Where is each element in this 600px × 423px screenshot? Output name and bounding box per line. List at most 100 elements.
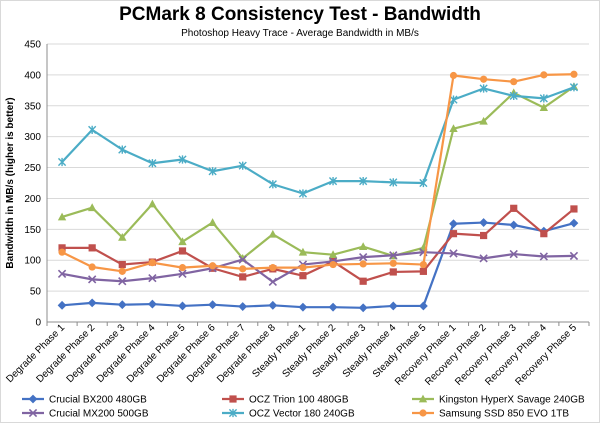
data-point-crucial-mx200-500gb bbox=[449, 249, 458, 258]
data-point-samsung-ssd-850-evo-1tb bbox=[570, 70, 578, 78]
data-point-crucial-mx200-500gb bbox=[118, 277, 127, 286]
data-point-crucial-bx200-480gb bbox=[388, 301, 398, 311]
data-point-kingston-hyperx-savage-240gb bbox=[118, 232, 127, 241]
data-point-ocz-vector-180-240gb bbox=[118, 145, 127, 154]
data-point-crucial-mx200-500gb bbox=[359, 252, 368, 262]
legend-marker bbox=[28, 408, 38, 418]
chart-subtitle: Photoshop Heavy Trace - Average Bandwidt… bbox=[181, 28, 419, 39]
data-point-crucial-bx200-480gb bbox=[87, 298, 97, 308]
data-point-crucial-mx200-500gb bbox=[238, 255, 247, 264]
data-point-ocz-trion-100-480gb bbox=[88, 244, 96, 252]
data-point-ocz-vector-180-240gb bbox=[88, 125, 97, 134]
data-point-samsung-ssd-850-evo-1tb bbox=[419, 260, 427, 269]
legend-label-ocz-vector-180-240gb: OCZ Vector 180 240GB bbox=[249, 409, 355, 420]
data-point-ocz-vector-180-240gb bbox=[569, 83, 579, 92]
x-tick-label: Steady Phase 4 bbox=[341, 322, 399, 380]
data-point-ocz-vector-180-240gb bbox=[389, 178, 398, 187]
data-point-crucial-bx200-480gb bbox=[238, 302, 248, 311]
data-point-ocz-vector-180-240gb bbox=[359, 177, 368, 186]
data-point-ocz-vector-180-240gb bbox=[268, 180, 277, 189]
data-point-ocz-trion-100-480gb bbox=[359, 277, 367, 285]
data-point-ocz-vector-180-240gb bbox=[148, 159, 157, 168]
data-point-kingston-hyperx-savage-240gb bbox=[208, 218, 217, 226]
data-point-samsung-ssd-850-evo-1tb bbox=[58, 248, 66, 256]
data-point-samsung-ssd-850-evo-1tb bbox=[88, 263, 96, 271]
y-tick-label: 400 bbox=[24, 70, 41, 81]
x-tick-label: Steady Phase 2 bbox=[280, 322, 338, 380]
data-point-kingston-hyperx-savage-240gb bbox=[328, 250, 338, 259]
data-point-kingston-hyperx-savage-240gb bbox=[178, 237, 187, 246]
data-point-ocz-trion-100-480gb bbox=[419, 267, 427, 275]
data-point-kingston-hyperx-savage-240gb bbox=[268, 229, 278, 238]
data-point-ocz-vector-180-240gb bbox=[509, 91, 518, 100]
data-point-crucial-bx200-480gb bbox=[208, 300, 218, 310]
data-point-ocz-trion-100-480gb bbox=[58, 244, 66, 252]
data-point-ocz-vector-180-240gb bbox=[328, 177, 338, 186]
data-point-ocz-trion-100-480gb bbox=[239, 273, 247, 281]
data-point-crucial-bx200-480gb bbox=[479, 218, 489, 227]
data-point-kingston-hyperx-savage-240gb bbox=[539, 103, 549, 112]
legend-marker bbox=[419, 409, 427, 417]
chart-title: PCMark 8 Consistency Test - Bandwidth bbox=[119, 4, 481, 25]
legend-marker bbox=[28, 394, 38, 404]
data-point-crucial-bx200-480gb bbox=[268, 300, 278, 310]
data-point-kingston-hyperx-savage-240gb bbox=[87, 203, 97, 212]
data-point-ocz-trion-100-480gb bbox=[480, 231, 488, 240]
data-point-samsung-ssd-850-evo-1tb bbox=[178, 264, 187, 272]
data-point-samsung-ssd-850-evo-1tb bbox=[510, 78, 518, 86]
data-point-ocz-trion-100-480gb bbox=[449, 230, 458, 238]
data-point-samsung-ssd-850-evo-1tb bbox=[118, 267, 126, 275]
data-point-crucial-bx200-480gb bbox=[358, 303, 368, 313]
y-tick-label: 50 bbox=[30, 287, 42, 298]
data-point-crucial-bx200-480gb bbox=[147, 299, 157, 309]
data-point-samsung-ssd-850-evo-1tb bbox=[299, 264, 307, 272]
data-point-crucial-mx200-500gb bbox=[268, 277, 277, 287]
y-tick-label: 100 bbox=[24, 256, 41, 267]
data-point-samsung-ssd-850-evo-1tb bbox=[148, 259, 156, 267]
data-point-crucial-bx200-480gb bbox=[298, 302, 308, 312]
y-tick-label: 150 bbox=[24, 225, 41, 236]
data-point-crucial-bx200-480gb bbox=[509, 220, 519, 230]
data-point-samsung-ssd-850-evo-1tb bbox=[540, 71, 548, 79]
data-point-crucial-bx200-480gb bbox=[569, 218, 579, 228]
series-line-crucial-mx200-500gb bbox=[61, 251, 574, 283]
data-point-samsung-ssd-850-evo-1tb bbox=[359, 260, 367, 268]
y-tick-label: 250 bbox=[24, 163, 41, 174]
data-point-crucial-mx200-500gb bbox=[479, 254, 488, 263]
data-point-crucial-mx200-500gb bbox=[569, 251, 579, 261]
data-point-samsung-ssd-850-evo-1tb bbox=[329, 260, 337, 269]
series-line-ocz-trion-100-480gb bbox=[62, 207, 575, 283]
data-point-ocz-trion-100-480gb bbox=[389, 268, 397, 276]
y-tick-label: 300 bbox=[24, 132, 41, 143]
legend-label-samsung-ssd-850-evo-1tb: Samsung SSD 850 EVO 1TB bbox=[439, 409, 569, 420]
y-axis-label: Bandwidth in MB/s (higher is better) bbox=[5, 97, 16, 268]
data-point-ocz-vector-180-240gb bbox=[419, 178, 428, 188]
data-point-ocz-trion-100-480gb bbox=[510, 204, 518, 212]
data-point-samsung-ssd-850-evo-1tb bbox=[269, 264, 277, 272]
data-point-kingston-hyperx-savage-240gb bbox=[449, 124, 458, 133]
data-point-crucial-bx200-480gb bbox=[418, 301, 428, 311]
data-point-samsung-ssd-850-evo-1tb bbox=[209, 262, 217, 270]
legend-label-ocz-trion-100-480gb: OCZ Trion 100 480GB bbox=[249, 395, 349, 406]
data-point-crucial-bx200-480gb bbox=[328, 302, 338, 312]
data-point-kingston-hyperx-savage-240gb bbox=[358, 242, 368, 251]
legend-marker bbox=[228, 408, 238, 418]
series-line-ocz-vector-180-240gb bbox=[61, 86, 575, 195]
legend-label-crucial-bx200-480gb: Crucial BX200 480GB bbox=[49, 395, 147, 406]
data-point-ocz-trion-100-480gb bbox=[178, 247, 187, 255]
data-point-ocz-trion-100-480gb bbox=[540, 230, 548, 238]
data-point-crucial-mx200-500gb bbox=[57, 269, 67, 278]
data-point-ocz-vector-180-240gb bbox=[479, 84, 488, 93]
data-point-kingston-hyperx-savage-240gb bbox=[479, 116, 488, 125]
x-tick-label: Steady Phase 1 bbox=[250, 322, 308, 380]
legend-marker bbox=[418, 394, 428, 403]
data-point-samsung-ssd-850-evo-1tb bbox=[449, 71, 458, 80]
data-point-kingston-hyperx-savage-240gb bbox=[57, 212, 67, 221]
x-tick-label: Steady Phase 3 bbox=[311, 322, 369, 380]
data-point-samsung-ssd-850-evo-1tb bbox=[389, 259, 397, 267]
y-tick-label: 350 bbox=[24, 101, 41, 112]
data-point-crucial-bx200-480gb bbox=[117, 300, 127, 310]
series-line-kingston-hyperx-savage-240gb bbox=[61, 85, 575, 260]
data-point-crucial-bx200-480gb bbox=[178, 301, 187, 311]
